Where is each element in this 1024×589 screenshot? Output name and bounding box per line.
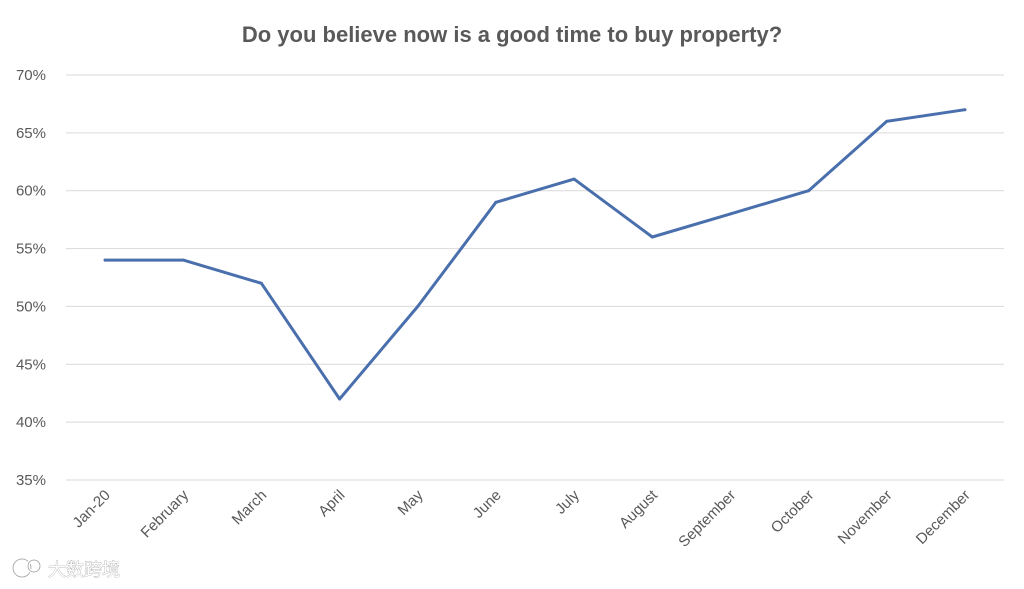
watermark-logo-icon	[11, 557, 42, 579]
data-point	[650, 235, 654, 239]
data-point	[963, 108, 967, 112]
y-tick-label: 65%	[16, 125, 46, 142]
data-point	[259, 281, 263, 285]
y-tick-label: 50%	[16, 298, 46, 315]
series-line	[103, 108, 967, 401]
y-tick-label: 60%	[16, 183, 46, 200]
y-tick-label: 35%	[16, 472, 46, 489]
data-point	[494, 200, 498, 204]
series-layer	[103, 108, 967, 401]
chart-title: Do you believe now is a good time to buy…	[242, 22, 782, 47]
data-point	[181, 258, 185, 262]
data-point	[103, 258, 107, 262]
y-tick-label: 40%	[16, 414, 46, 431]
data-point	[338, 397, 342, 401]
data-point	[728, 212, 732, 216]
data-point	[416, 304, 420, 308]
data-point	[885, 119, 889, 123]
y-tick-label: 55%	[16, 241, 46, 258]
watermark-text: 大数跨境	[48, 560, 120, 581]
y-tick-label: 70%	[16, 67, 46, 84]
data-point	[807, 189, 811, 193]
watermark: 大数跨境	[11, 557, 120, 581]
y-axis-tick-labels: 35% 40% 45% 50% 55% 60% 65% 70%	[16, 67, 46, 489]
data-point	[572, 177, 576, 181]
y-tick-label: 45%	[16, 356, 46, 373]
